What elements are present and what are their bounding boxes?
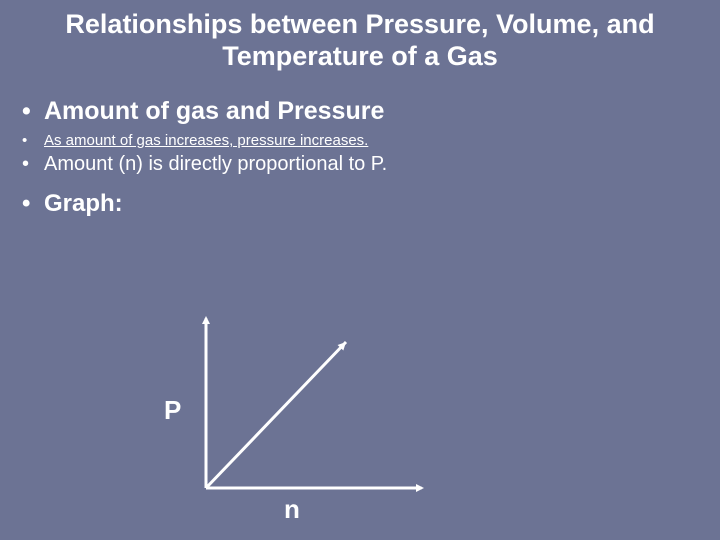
bullet-main-2: Graph: — [20, 190, 700, 218]
slide-title: Relationships between Pressure, Volume, … — [20, 8, 700, 73]
slide-container: Relationships between Pressure, Volume, … — [0, 0, 720, 540]
bullet-list: Amount of gas and Pressure As amount of … — [20, 97, 700, 218]
bullet-sub-2: Amount (n) is directly proportional to P… — [20, 153, 700, 176]
bullet-main-1: Amount of gas and Pressure — [20, 97, 700, 126]
bullet-sub-1: As amount of gas increases, pressure inc… — [20, 132, 700, 149]
bullet-sub-1-text: As amount of gas increases, pressure inc… — [44, 132, 368, 149]
x-axis-label: n — [284, 494, 300, 525]
chart: P n — [192, 310, 440, 510]
y-axis-label: P — [164, 395, 181, 426]
chart-svg — [192, 310, 440, 510]
